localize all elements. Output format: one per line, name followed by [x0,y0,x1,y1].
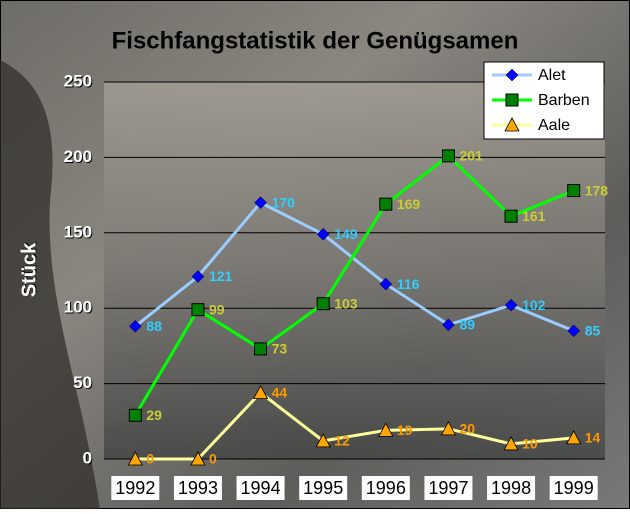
legend-label: Barben [538,92,590,109]
y-tick-label: 200 [64,147,92,166]
x-tick-label: 1995 [303,478,343,498]
marker [191,270,205,283]
marker [191,303,205,317]
data-label: 178 [585,182,609,198]
x-tick-box [549,476,598,500]
marker [505,68,519,82]
data-label: 103 [334,295,358,311]
marker [442,318,455,332]
marker [190,451,206,466]
data-label: 14 [585,430,601,446]
y-axis-label: Stück [18,242,40,297]
x-tick-box [299,476,348,500]
x-tick-label: 1996 [366,478,406,498]
x-tick-box [487,476,536,500]
data-label: 88 [146,318,162,334]
marker [379,277,393,291]
x-tick-label: 1994 [241,478,281,498]
marker [567,184,581,198]
marker [566,430,582,445]
data-label: 19 [397,422,413,438]
marker [128,408,142,422]
y-tick-label: 150 [64,222,92,241]
x-tick-box [236,476,285,500]
marker [254,196,267,209]
marker [128,319,142,333]
legend-label: Alet [538,67,566,84]
y-tick-label: 250 [64,71,92,90]
data-label: 121 [209,268,233,284]
x-tick-box [361,476,410,500]
data-label: 149 [334,226,358,242]
x-tick-label: 1993 [178,478,218,498]
data-label: 161 [522,208,546,224]
legend-label: Aale [538,117,570,134]
x-tick-box [111,476,160,500]
y-tick-label: 0 [83,448,92,467]
data-label: 99 [209,301,225,317]
series-line [134,153,575,417]
y-tick-label: 100 [64,298,92,317]
data-label: 116 [397,276,420,292]
data-label: 85 [585,323,601,339]
marker [379,197,393,211]
marker [505,93,519,107]
data-label: 29 [146,407,162,423]
data-label: 0 [146,451,154,467]
x-tick-label: 1992 [115,478,155,498]
marker [254,342,268,356]
marker [440,420,457,436]
data-label: 44 [272,384,288,400]
data-label: 0 [209,451,217,467]
marker [252,384,269,400]
marker [504,209,518,223]
marker [315,433,331,448]
marker [504,298,518,312]
data-label: 89 [459,316,475,332]
data-label: 10 [522,436,538,452]
marker [503,436,519,451]
data-label: 102 [522,297,546,313]
marker [316,227,330,241]
x-tick-box [424,476,473,500]
series-line [134,200,575,333]
x-tick-box [173,476,222,500]
marker [441,149,455,163]
photo-shade [0,60,100,509]
data-label: 12 [334,433,350,449]
data-label: 201 [459,148,483,164]
marker [127,451,143,466]
data-label: 170 [272,194,296,210]
x-tick-label: 1998 [491,478,531,498]
marker [567,324,581,338]
chart-title: Fischfangstatistik der Genügsamen [112,27,519,54]
x-tick-label: 1999 [554,478,594,498]
series-line [135,390,574,461]
plot-area [104,82,605,459]
x-tick-label: 1997 [428,478,468,498]
y-tick-label: 50 [73,373,92,392]
data-label: 20 [459,421,475,437]
marker [378,422,394,437]
data-label: 73 [272,341,288,357]
marker [504,117,520,132]
marker [316,297,330,311]
data-label: 169 [397,196,421,212]
